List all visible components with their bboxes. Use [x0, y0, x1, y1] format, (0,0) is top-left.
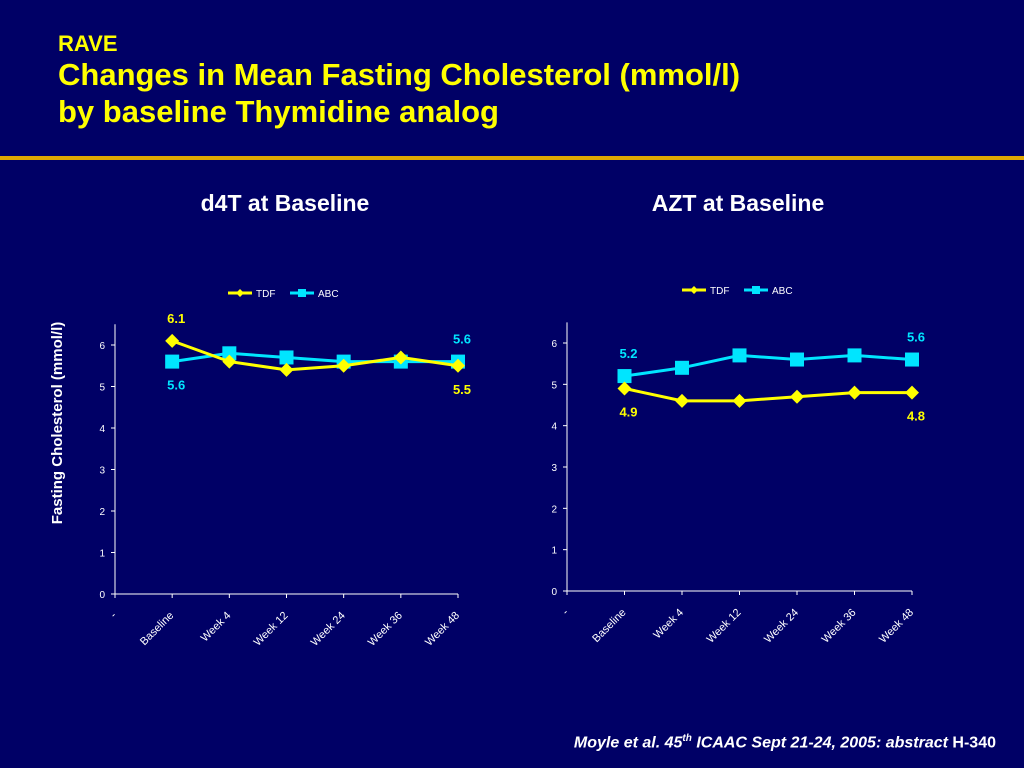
- slide-supertitle: RAVE: [58, 31, 118, 56]
- chart-2-x-tick-label: Week 4: [651, 607, 686, 642]
- chart-2-data-point-tdf: [847, 385, 862, 400]
- chart-2-x-tick-label: Baseline: [590, 607, 628, 645]
- chart-1-data-label-abc: 5.6: [167, 378, 185, 393]
- chart-1-legend-label-abc: ABC: [318, 289, 339, 300]
- chart-2-title: AZT at Baseline: [651, 190, 825, 216]
- chart-1-legend-label-tdf: TDF: [256, 289, 275, 300]
- chart-1-data-point-tdf: [222, 354, 237, 369]
- chart-2-data-label-tdf: 4.8: [907, 409, 925, 424]
- citation-superscript: th: [682, 733, 692, 744]
- chart-2-series-line-abc: [624, 353, 913, 378]
- chart-2-data-point-abc: [732, 348, 747, 363]
- chart-2-x-tick-label: Week 24: [762, 607, 801, 646]
- citation-text-rest: ICAAC Sept 21-24, 2005: abstract: [691, 734, 953, 752]
- slide-title-line-1: Changes in Mean Fasting Cholesterol (mmo…: [58, 57, 741, 92]
- chart-2-x-tick-label: Week 36: [820, 607, 859, 646]
- chart-1-data-label-tdf: 6.1: [167, 311, 185, 326]
- slide-header: RAVE Changes in Mean Fasting Cholesterol…: [58, 32, 740, 130]
- chart-2-data-label-abc: 5.6: [907, 330, 925, 345]
- chart-1-x-tick-label: Week 36: [366, 610, 405, 649]
- chart-1-data-label-tdf: 5.5: [453, 382, 471, 397]
- chart-1-y-tick-label: 2: [99, 507, 105, 518]
- chart-2-data-point-abc: [617, 369, 632, 384]
- chart-2-data-point-tdf: [732, 393, 747, 408]
- chart-1-data-point-tdf: [279, 362, 294, 377]
- chart-2-data-point-tdf: [617, 381, 632, 396]
- chart-1-y-tick-label: 6: [99, 341, 105, 352]
- chart-2-data-point-abc: [905, 352, 919, 367]
- chart-2-y-tick-label: 2: [551, 504, 557, 515]
- chart-1-x-tick-label: Week 24: [309, 610, 348, 649]
- chart-1-data-point-abc: [222, 346, 237, 361]
- chart-2-legend-marker-abc: [752, 286, 760, 294]
- citation-text: Moyle et al. 45: [573, 734, 683, 752]
- chart-2-legend-marker-tdf: [690, 286, 698, 294]
- chart-2-y-tick-label: 3: [551, 463, 557, 474]
- chart-2-data-point-tdf: [905, 385, 919, 400]
- chart-1-x-tick-label: Week 4: [199, 610, 234, 645]
- chart-1-y-tick-label: 0: [99, 590, 105, 601]
- chart-1-data-point-tdf: [393, 350, 408, 365]
- chart-2-series-line-tdf: [624, 387, 912, 403]
- citation-footer: Moyle et al. 45th ICAAC Sept 21-24, 2005…: [574, 733, 996, 752]
- chart-2-legend-label-abc: ABC: [772, 286, 793, 297]
- chart-2-x-tick-label: Week 12: [705, 607, 744, 646]
- chart-2-y-tick-label: 4: [551, 422, 557, 433]
- chart-2-legend-label-tdf: TDF: [710, 286, 729, 297]
- chart-2-data-point-tdf: [675, 393, 689, 408]
- chart-1-data-point-tdf: [165, 333, 180, 348]
- chart-1-data-label-abc: 5.6: [453, 332, 471, 347]
- chart-1-x-tick-label: Week 12: [252, 610, 291, 649]
- chart-1-data-point-abc: [279, 350, 294, 365]
- chart-2-y-tick-label: 1: [551, 546, 557, 557]
- chart-1-series-line-abc: [171, 351, 458, 364]
- chart-2-data-label-abc: 5.2: [619, 346, 637, 361]
- chart-1-y-tick-label: 3: [99, 466, 105, 477]
- chart-1-title: d4T at Baseline: [200, 190, 370, 216]
- chart-1-y-tick-label: 5: [99, 383, 105, 394]
- chart-2-data-point-abc: [847, 348, 862, 363]
- chart-1-x-tick-label: -: [108, 609, 119, 620]
- chart-1-series-line-tdf: [171, 339, 459, 372]
- chart-1-data-point-tdf: [451, 358, 465, 373]
- chart-2-y-tick-label: 5: [551, 380, 557, 391]
- chart-2-data-label-tdf: 4.9: [619, 404, 637, 419]
- chart-1-data-point-abc: [165, 354, 180, 369]
- chart-2-data-point-abc: [790, 352, 804, 367]
- chart-1-legend-marker-abc: [298, 289, 306, 297]
- chart-1-y-tick-label: 1: [99, 549, 105, 560]
- chart-2-y-tick-label: 6: [551, 339, 557, 350]
- chart-2-data-point-tdf: [790, 389, 804, 404]
- chart-1-y-tick-label: 4: [99, 424, 105, 435]
- chart-1-x-tick-label: Baseline: [138, 610, 176, 648]
- chart-2-y-tick-label: 0: [551, 587, 557, 598]
- chart-2-data-point-abc: [675, 360, 689, 375]
- chart-2-x-tick-label: Week 48: [877, 607, 916, 646]
- chart-1-y-axis-label: Fasting Cholesterol (mmol/l): [49, 322, 66, 525]
- chart-1-x-tick-label: Week 48: [423, 610, 462, 649]
- chart-2-x-tick-label: -: [560, 606, 571, 617]
- slide-title-line-2: by baseline Thymidine analog: [58, 94, 499, 129]
- title-divider: [0, 156, 1024, 160]
- chart-1-data-point-tdf: [336, 358, 351, 373]
- chart-1-legend-marker-tdf: [236, 289, 244, 297]
- citation-abstract-id: H-340: [952, 734, 996, 752]
